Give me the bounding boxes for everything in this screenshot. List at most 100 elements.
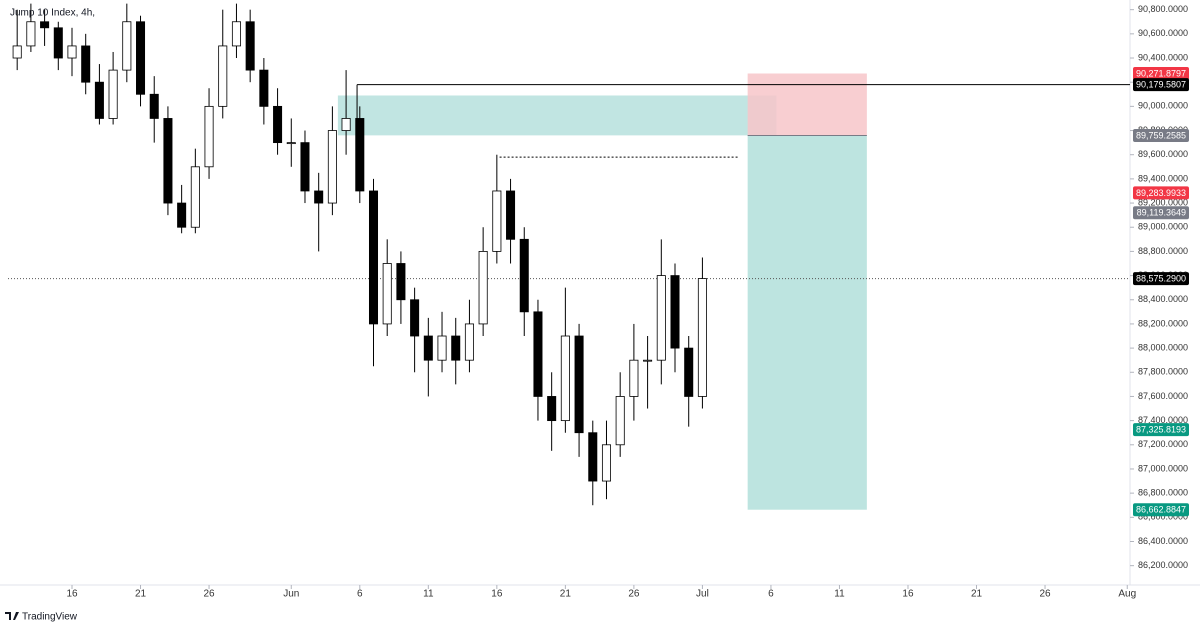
candle xyxy=(643,336,653,409)
price-tag-label: 90,179.5807 xyxy=(1136,80,1186,90)
branding-logo: TradingView xyxy=(5,612,78,623)
candle-body xyxy=(108,69,118,119)
candle xyxy=(574,323,584,457)
x-tick-label: 6 xyxy=(768,589,774,600)
price-tag-label: 86,662.8847 xyxy=(1136,505,1186,515)
candle-body xyxy=(670,275,680,349)
price-tag-label: 89,283.9933 xyxy=(1136,188,1186,198)
price-tag xyxy=(1133,186,1189,200)
candle-body xyxy=(259,69,269,107)
chart-title: Jump 10 Index, 4h, xyxy=(10,8,95,19)
x-tick-label: 26 xyxy=(203,589,215,600)
candle-body xyxy=(574,335,584,434)
price-tag-label: 89,759.2585 xyxy=(1136,130,1186,140)
y-tick-label: 89,200.0000 xyxy=(1138,197,1188,207)
candle xyxy=(670,263,680,373)
candle-body xyxy=(314,190,324,204)
candle-body xyxy=(533,311,543,397)
candle xyxy=(67,27,77,77)
candle-body xyxy=(136,21,146,95)
candle xyxy=(177,184,187,234)
y-tick-label: 86,200.0000 xyxy=(1138,560,1188,570)
candle xyxy=(697,257,707,409)
candle-body xyxy=(560,335,570,422)
candle-body xyxy=(629,359,639,397)
candle-body xyxy=(94,81,104,119)
candle-body xyxy=(26,21,36,47)
logo-icon xyxy=(5,612,19,620)
candle-body xyxy=(273,105,283,144)
candle xyxy=(149,76,159,143)
candle xyxy=(396,251,406,324)
candle-body xyxy=(204,105,214,168)
price-tag-label: 90,271.8797 xyxy=(1136,68,1186,78)
candle-body xyxy=(190,166,200,228)
candle xyxy=(53,21,63,71)
candle xyxy=(163,106,173,216)
x-tick-label: 11 xyxy=(423,589,434,600)
x-tick-label: 11 xyxy=(834,589,845,600)
candle xyxy=(382,239,392,337)
price-tag xyxy=(1133,423,1189,437)
candle-body xyxy=(547,396,557,422)
candle xyxy=(122,3,132,83)
candle xyxy=(519,227,529,337)
candle-body xyxy=(40,21,50,29)
candle xyxy=(218,9,228,119)
candle xyxy=(464,299,474,373)
candle-body xyxy=(368,190,379,325)
y-tick-label: 88,400.0000 xyxy=(1138,294,1188,304)
candle-body xyxy=(506,190,516,240)
price-tag xyxy=(1133,67,1189,81)
y-tick-label: 87,200.0000 xyxy=(1138,439,1188,449)
candle xyxy=(26,3,36,52)
candle xyxy=(588,420,598,506)
candle xyxy=(204,88,214,179)
candle xyxy=(190,148,200,234)
y-tick-label: 86,400.0000 xyxy=(1138,536,1188,546)
candle-body xyxy=(615,396,625,446)
candle-body xyxy=(423,335,433,361)
y-tick-label: 90,800.0000 xyxy=(1138,4,1188,14)
candle-body xyxy=(163,118,173,204)
candle xyxy=(601,420,611,500)
y-tick-label: 87,600.0000 xyxy=(1138,391,1188,401)
position-profit xyxy=(747,135,867,510)
candle xyxy=(410,287,420,373)
y-tick-label: 87,400.0000 xyxy=(1138,415,1188,425)
y-tick-label: 86,800.0000 xyxy=(1138,488,1188,498)
candle xyxy=(300,130,310,204)
candle xyxy=(423,317,433,397)
candle-body xyxy=(177,202,187,228)
candle xyxy=(314,172,324,252)
candle xyxy=(437,311,447,373)
candle-body xyxy=(437,335,447,361)
candle xyxy=(40,9,50,46)
candle xyxy=(259,58,269,125)
y-tick-label: 88,800.0000 xyxy=(1138,246,1188,256)
candle-body xyxy=(286,142,296,145)
candle-body xyxy=(478,251,488,325)
candle-body xyxy=(643,359,653,362)
y-tick-label: 87,000.0000 xyxy=(1138,463,1188,473)
x-tick-label: 21 xyxy=(560,589,572,600)
candle xyxy=(506,178,516,264)
candle-body xyxy=(218,45,228,107)
candle-body xyxy=(12,45,22,59)
candle xyxy=(231,3,241,59)
candle xyxy=(368,178,379,367)
candle-body xyxy=(341,118,351,131)
candle xyxy=(94,64,104,125)
x-tick-label: Jun xyxy=(283,589,299,600)
x-tick-label: 21 xyxy=(135,589,147,600)
price-tag xyxy=(1133,503,1189,517)
candle xyxy=(451,317,461,385)
candle xyxy=(629,323,639,421)
candle-body xyxy=(382,263,392,325)
x-tick-label: 16 xyxy=(491,589,503,600)
candle xyxy=(547,372,557,451)
price-tag-label: 87,325.8193 xyxy=(1136,424,1186,434)
